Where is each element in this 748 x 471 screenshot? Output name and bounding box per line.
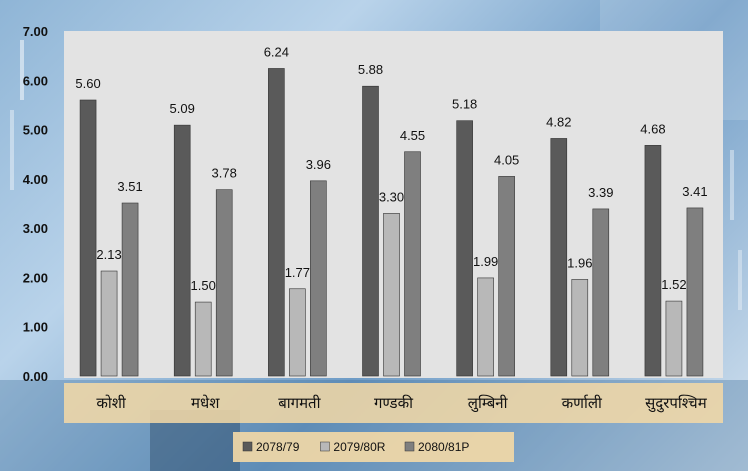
y-tick-label: 2.00	[23, 270, 48, 285]
data-label: 4.05	[494, 152, 519, 167]
y-tick-label: 4.00	[23, 172, 48, 187]
bar	[592, 208, 610, 377]
bar	[173, 124, 191, 377]
bar	[310, 180, 327, 377]
y-tick-label: 6.00	[23, 73, 48, 88]
bar	[686, 207, 704, 377]
category-label-band	[64, 383, 723, 423]
bar	[215, 189, 233, 377]
bar	[383, 213, 400, 377]
bar	[121, 202, 139, 377]
y-tick-label: 0.00	[23, 369, 48, 384]
bar	[477, 277, 494, 377]
category-label: सुदुरपश्चिम	[645, 394, 708, 413]
y-tick-label: 7.00	[23, 24, 48, 39]
legend: 2078/79 2079/80R 2080/81P	[233, 432, 514, 462]
bar	[456, 120, 473, 377]
category-label: गण्डकी	[374, 394, 414, 412]
data-label: 6.24	[264, 44, 289, 59]
data-label: 1.99	[473, 254, 498, 269]
data-label: 1.50	[191, 278, 216, 293]
data-label: 1.77	[285, 265, 310, 280]
bar	[498, 176, 515, 377]
y-tick-label: 5.00	[23, 123, 48, 138]
data-label: 5.60	[75, 76, 100, 91]
legend-label: 2079/80R	[333, 440, 385, 454]
category-label: लुम्बिनी	[468, 394, 509, 413]
data-label: 4.82	[546, 114, 571, 129]
data-label: 5.09	[170, 101, 195, 116]
data-label: 2.13	[96, 247, 121, 262]
bar	[665, 300, 683, 377]
y-axis-ticks: 0.00 1.00 2.00 3.00 4.00 5.00 6.00 7.00	[23, 24, 48, 384]
y-tick-label: 3.00	[23, 221, 48, 236]
legend-swatch	[404, 441, 415, 452]
bar	[571, 279, 589, 377]
bar	[100, 270, 118, 377]
bar	[289, 288, 306, 377]
data-label: 3.41	[682, 184, 707, 199]
category-labels: कोशी मधेश बागमती गण्डकी लुम्बिनी कर्णाली सुदुर…	[96, 394, 707, 413]
y-tick-label: 1.00	[23, 320, 48, 335]
bar	[79, 99, 97, 377]
category-label: मधेश	[191, 394, 220, 412]
data-label: 1.52	[661, 277, 686, 292]
bar	[550, 138, 568, 377]
data-labels: 5.60 2.13 3.51 5.09 1.50 3.78 6.24 1.77 3.96 5.88…	[75, 44, 707, 293]
category-label: बागमती	[278, 394, 321, 412]
legend-swatch	[242, 441, 253, 452]
data-label: 5.88	[358, 62, 383, 77]
legend-swatch	[320, 441, 330, 452]
bar	[268, 68, 285, 377]
data-label: 3.39	[588, 185, 613, 200]
data-label: 3.78	[212, 166, 237, 181]
legend-label: 2078/79	[256, 440, 300, 454]
data-label: 5.18	[452, 97, 477, 112]
bar	[644, 145, 662, 377]
legend-label: 2080/81P	[418, 440, 469, 454]
bar	[194, 301, 212, 377]
data-label: 1.96	[567, 255, 592, 270]
bars	[79, 68, 704, 377]
data-label: 3.96	[306, 157, 331, 172]
data-label: 3.30	[379, 189, 404, 204]
category-label: कर्णाली	[562, 394, 603, 412]
bar	[404, 151, 421, 377]
data-label: 4.55	[400, 128, 425, 143]
data-label: 3.51	[117, 179, 142, 194]
legend-background	[233, 432, 514, 462]
category-label: कोशी	[96, 394, 127, 412]
data-label: 4.68	[640, 121, 665, 136]
bar	[362, 85, 379, 377]
